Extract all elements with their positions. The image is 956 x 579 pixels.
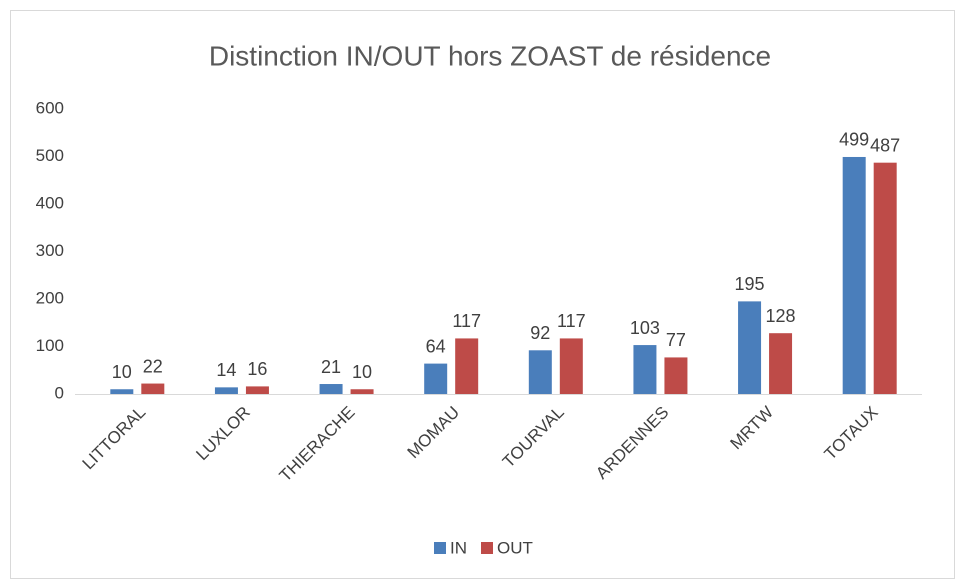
data-label: 64 bbox=[426, 336, 446, 356]
data-label: 22 bbox=[143, 356, 163, 376]
data-label: 128 bbox=[766, 306, 796, 326]
bar bbox=[769, 333, 793, 394]
bar bbox=[528, 350, 552, 394]
legend-swatch bbox=[434, 542, 446, 554]
bar bbox=[141, 383, 165, 394]
data-label: 10 bbox=[112, 362, 132, 382]
y-tick-label: 300 bbox=[36, 241, 64, 260]
legend-label: IN bbox=[450, 538, 467, 557]
data-label: 16 bbox=[247, 359, 267, 379]
bar bbox=[350, 389, 374, 394]
bar bbox=[738, 301, 762, 394]
y-tick-label: 200 bbox=[36, 288, 64, 307]
bar bbox=[245, 386, 269, 394]
legend-swatch bbox=[481, 542, 493, 554]
bar bbox=[873, 162, 897, 394]
y-tick-label: 100 bbox=[36, 336, 64, 355]
bar bbox=[319, 384, 343, 394]
data-label: 195 bbox=[735, 274, 765, 294]
y-tick-label: 0 bbox=[55, 383, 64, 402]
data-label: 499 bbox=[839, 130, 869, 150]
bar bbox=[455, 338, 479, 394]
y-tick-label: 600 bbox=[36, 98, 64, 117]
bar bbox=[842, 156, 866, 394]
bar bbox=[664, 357, 688, 394]
bar bbox=[214, 387, 238, 394]
data-label: 10 bbox=[352, 362, 372, 382]
data-label: 14 bbox=[216, 360, 236, 380]
y-tick-label: 400 bbox=[36, 193, 64, 212]
data-label: 77 bbox=[666, 330, 686, 350]
data-label: 487 bbox=[870, 135, 900, 155]
chart-frame bbox=[10, 10, 955, 579]
data-label: 21 bbox=[321, 357, 341, 377]
legend-label: OUT bbox=[497, 538, 533, 557]
bar bbox=[424, 363, 448, 394]
data-label: 117 bbox=[452, 311, 481, 331]
y-tick-label: 500 bbox=[36, 146, 64, 165]
bar bbox=[559, 338, 583, 394]
data-label: 103 bbox=[630, 318, 660, 338]
bar bbox=[110, 389, 134, 394]
chart-title: Distinction IN/OUT hors ZOAST de résiden… bbox=[209, 40, 771, 71]
data-label: 117 bbox=[557, 311, 586, 331]
bar bbox=[633, 345, 657, 394]
data-label: 92 bbox=[530, 323, 550, 343]
